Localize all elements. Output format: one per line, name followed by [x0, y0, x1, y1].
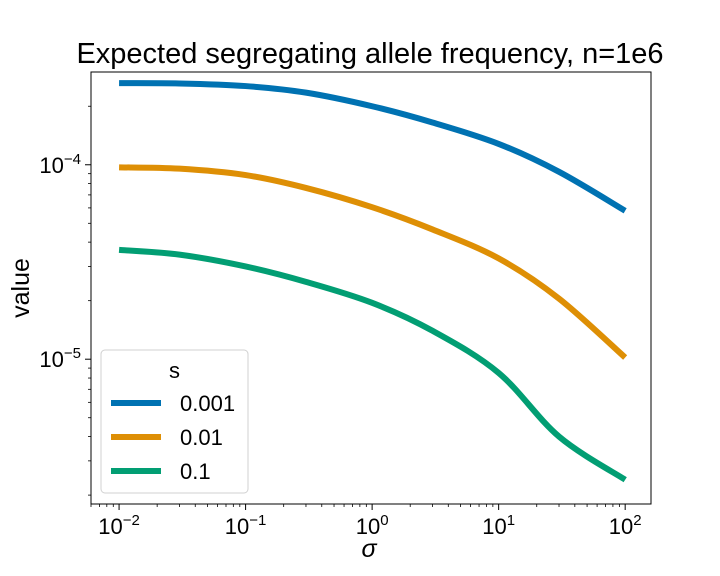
- x-axis-label: σ: [361, 535, 377, 563]
- series-line-1: [119, 164, 628, 360]
- series-line-2: [118, 246, 627, 483]
- x-tick-label: 102: [609, 512, 642, 539]
- y-tick-label: 10−4: [39, 151, 81, 178]
- y-tick-label: 10−5: [39, 345, 81, 372]
- x-tick-label: 100: [356, 512, 389, 539]
- series-line-0: [119, 80, 627, 214]
- legend-title: s: [169, 358, 180, 383]
- legend-frame: [100, 349, 249, 494]
- legend: s0.001 0.01 0.1: [100, 349, 249, 494]
- legend-label: 0.1: [180, 459, 211, 484]
- x-tick-label: 101: [482, 512, 515, 539]
- legend-label: 0.001: [180, 391, 235, 416]
- plot-area: 10−2 10−1 100 101 102 10−5 10−4: [39, 71, 652, 539]
- x-tick-label: 10−2: [98, 512, 140, 539]
- x-tick-label: 10−1: [225, 512, 267, 539]
- chart-title: Expected segregating allele frequency, n…: [76, 38, 663, 70]
- axes-frame: [90, 71, 652, 505]
- y-axis-label: value: [7, 258, 35, 318]
- legend-label: 0.01: [180, 425, 223, 450]
